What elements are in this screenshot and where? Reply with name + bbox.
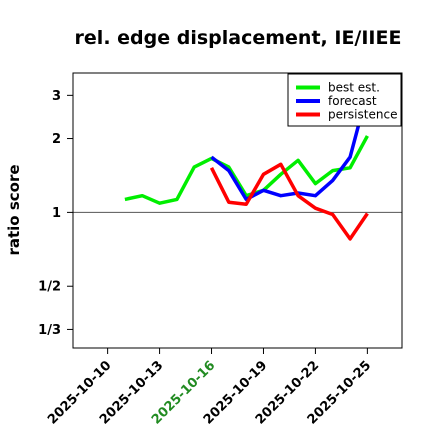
plot-frame — [72, 72, 403, 349]
y-axis-label: ratio score — [5, 164, 23, 255]
legend-label-best-est: best est. — [328, 81, 380, 95]
axes: 1/31/21232025-10-102025-10-132025-10-162… — [38, 89, 374, 428]
series-line-persistence — [209, 162, 369, 241]
series-line-forecast — [210, 91, 370, 202]
y-tick-label: 2 — [52, 132, 61, 147]
y-tick-label: 1 — [52, 206, 61, 221]
legend-label-forecast: forecast — [328, 94, 377, 108]
chart-title: rel. edge displacement, IE/IIEE — [75, 27, 402, 49]
y-tick-label: 1/3 — [38, 323, 61, 338]
legend-label-persistence: persistence — [328, 108, 397, 122]
plot-area — [73, 91, 402, 241]
series-line-best-est — [124, 135, 369, 205]
y-tick-label: 1/2 — [38, 280, 61, 295]
y-tick-label: 3 — [52, 89, 61, 104]
legend: best est. forecast persistence — [287, 73, 402, 127]
